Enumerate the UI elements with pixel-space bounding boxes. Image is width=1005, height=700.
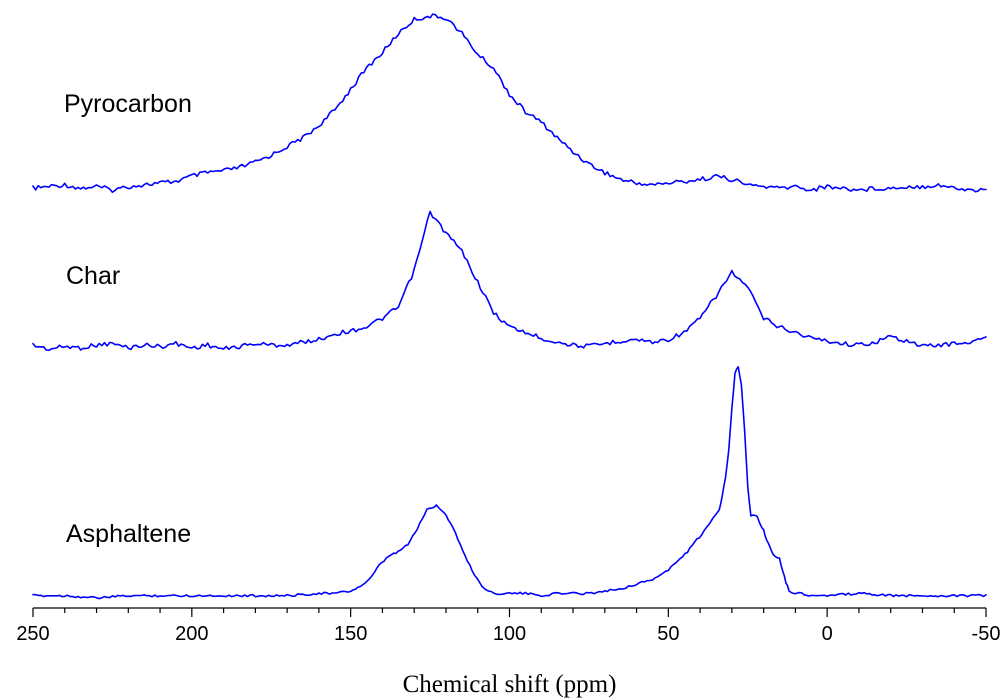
series-label-layer: Pyrocarbon Char Asphaltene [64,90,192,548]
series-label-asphaltene: Asphaltene [66,520,191,548]
x-tick-label: 200 [175,623,208,645]
series-label-char: Char [66,262,120,290]
x-tick-label: 250 [16,623,49,645]
series-line-pyrocarbon [32,13,987,193]
x-tick-label: 150 [334,623,367,645]
series-line-asphaltene [32,366,987,600]
x-axis-title: Chemical shift (ppm) [403,671,617,698]
series-line-char [32,210,987,352]
x-tick-label: 100 [493,623,526,645]
x-axis-ticks: 250 200 150 100 50 0 -50 [16,608,1000,645]
x-tick-label: -50 [972,623,1001,645]
series-label-pyrocarbon: Pyrocarbon [64,90,192,118]
series-layer [32,13,987,600]
x-tick-label: 0 [822,623,833,645]
x-tick-label: 50 [657,623,679,645]
